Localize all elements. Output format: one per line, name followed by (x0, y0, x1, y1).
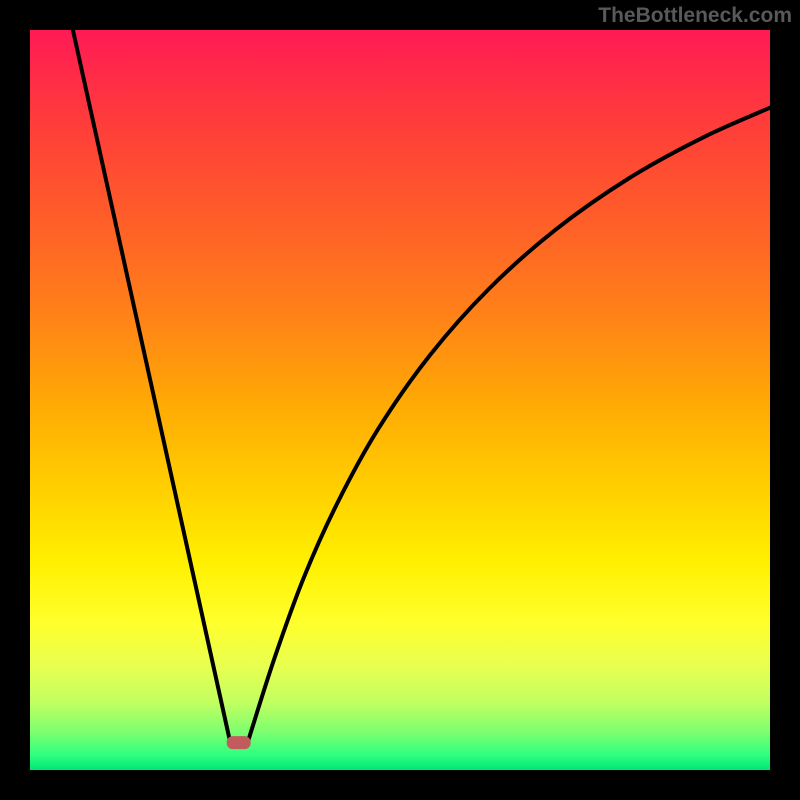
plot-background (30, 30, 770, 770)
bottleneck-chart (0, 0, 800, 800)
chart-container: TheBottleneck.com (0, 0, 800, 800)
watermark-text: TheBottleneck.com (598, 4, 792, 28)
minimum-marker (227, 736, 251, 749)
